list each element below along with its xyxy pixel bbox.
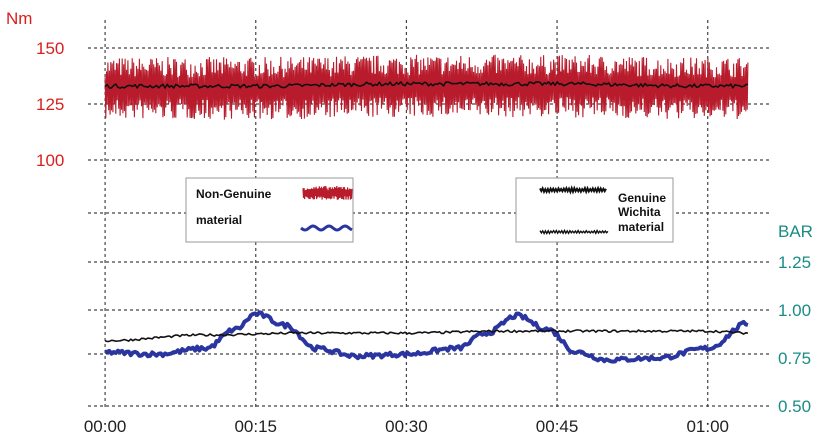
legend-left-swatch-blue — [300, 224, 353, 232]
x-tick-label: 01:00 — [686, 417, 729, 436]
right-tick-label: 1.25 — [778, 253, 811, 272]
left-tick-label: 150 — [36, 39, 64, 58]
left-axis-ticks: 150 125 100 — [36, 39, 64, 170]
right-tick-label: 0.50 — [778, 397, 811, 416]
legend-left-swatch-red — [302, 185, 353, 200]
series-line-nongenuine-torque — [104, 54, 749, 120]
right-tick-label: 1.00 — [778, 301, 811, 320]
left-axis-unit-label: Nm — [6, 9, 32, 28]
right-axis-ticks: 1.25 1.00 0.75 0.50 — [778, 253, 811, 416]
legend-left-line2: material — [196, 213, 242, 227]
legend-left-line1: Non-Genuine — [196, 187, 272, 201]
x-axis-ticks: 00:00 00:15 00:30 00:45 01:00 — [84, 417, 729, 436]
legend-right-line2: Wichita — [618, 205, 661, 219]
legend-right-line1: Genuine — [618, 191, 666, 205]
left-tick-label: 100 — [36, 151, 64, 170]
right-axis-unit-label: BAR — [778, 222, 813, 241]
left-tick-label: 125 — [36, 95, 64, 114]
legend-right-line3: material — [618, 220, 664, 234]
x-tick-label: 00:00 — [84, 417, 127, 436]
legend-right-swatch-2 — [539, 228, 609, 236]
series-line-nongenuine-pressure — [105, 310, 749, 364]
x-tick-label: 00:45 — [536, 417, 579, 436]
series-line-genuine-pressure — [104, 329, 749, 343]
legend-right: Genuine Wichita material — [515, 177, 674, 243]
x-tick-label: 00:15 — [234, 417, 277, 436]
series-line-genuine-torque — [104, 81, 749, 89]
series-layer — [104, 54, 749, 364]
x-tick-label: 00:30 — [385, 417, 428, 436]
legend-right-swatch-1 — [539, 185, 607, 195]
right-tick-label: 0.75 — [778, 349, 811, 368]
legend-left: Non-Genuine material — [185, 177, 354, 243]
